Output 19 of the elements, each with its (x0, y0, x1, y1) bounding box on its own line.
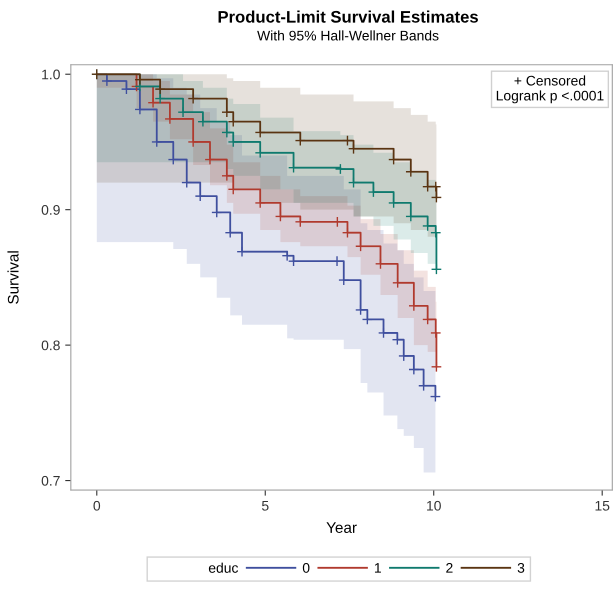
annotation: Logrank p <.0001 (496, 90, 604, 104)
legend-label: 3 (518, 562, 524, 573)
annotation: + Censored (514, 75, 586, 86)
legend-title: educ (208, 562, 238, 573)
legend-label: 1 (374, 563, 381, 573)
y-axis-title: Survival (7, 251, 19, 304)
chart-title: Product-Limit Survival Estimates (218, 10, 478, 23)
x-tick-label: 0 (93, 500, 100, 511)
x-axis-title: Year (326, 522, 357, 533)
y-tick-label: 0.9 (42, 205, 60, 215)
y-tick-label: 0.7 (42, 476, 60, 486)
y-tick-label: 0.8 (42, 340, 60, 350)
chart-subtitle: With 95% Hall-Wellner Bands (257, 30, 438, 41)
x-tick-label: 15 (596, 500, 610, 511)
legend-label: 2 (446, 562, 453, 573)
x-tick-label: 5 (262, 500, 269, 511)
x-tick-label: 10 (427, 500, 441, 511)
y-tick-label: 1.0 (42, 70, 60, 80)
legend-label: 0 (302, 562, 310, 573)
